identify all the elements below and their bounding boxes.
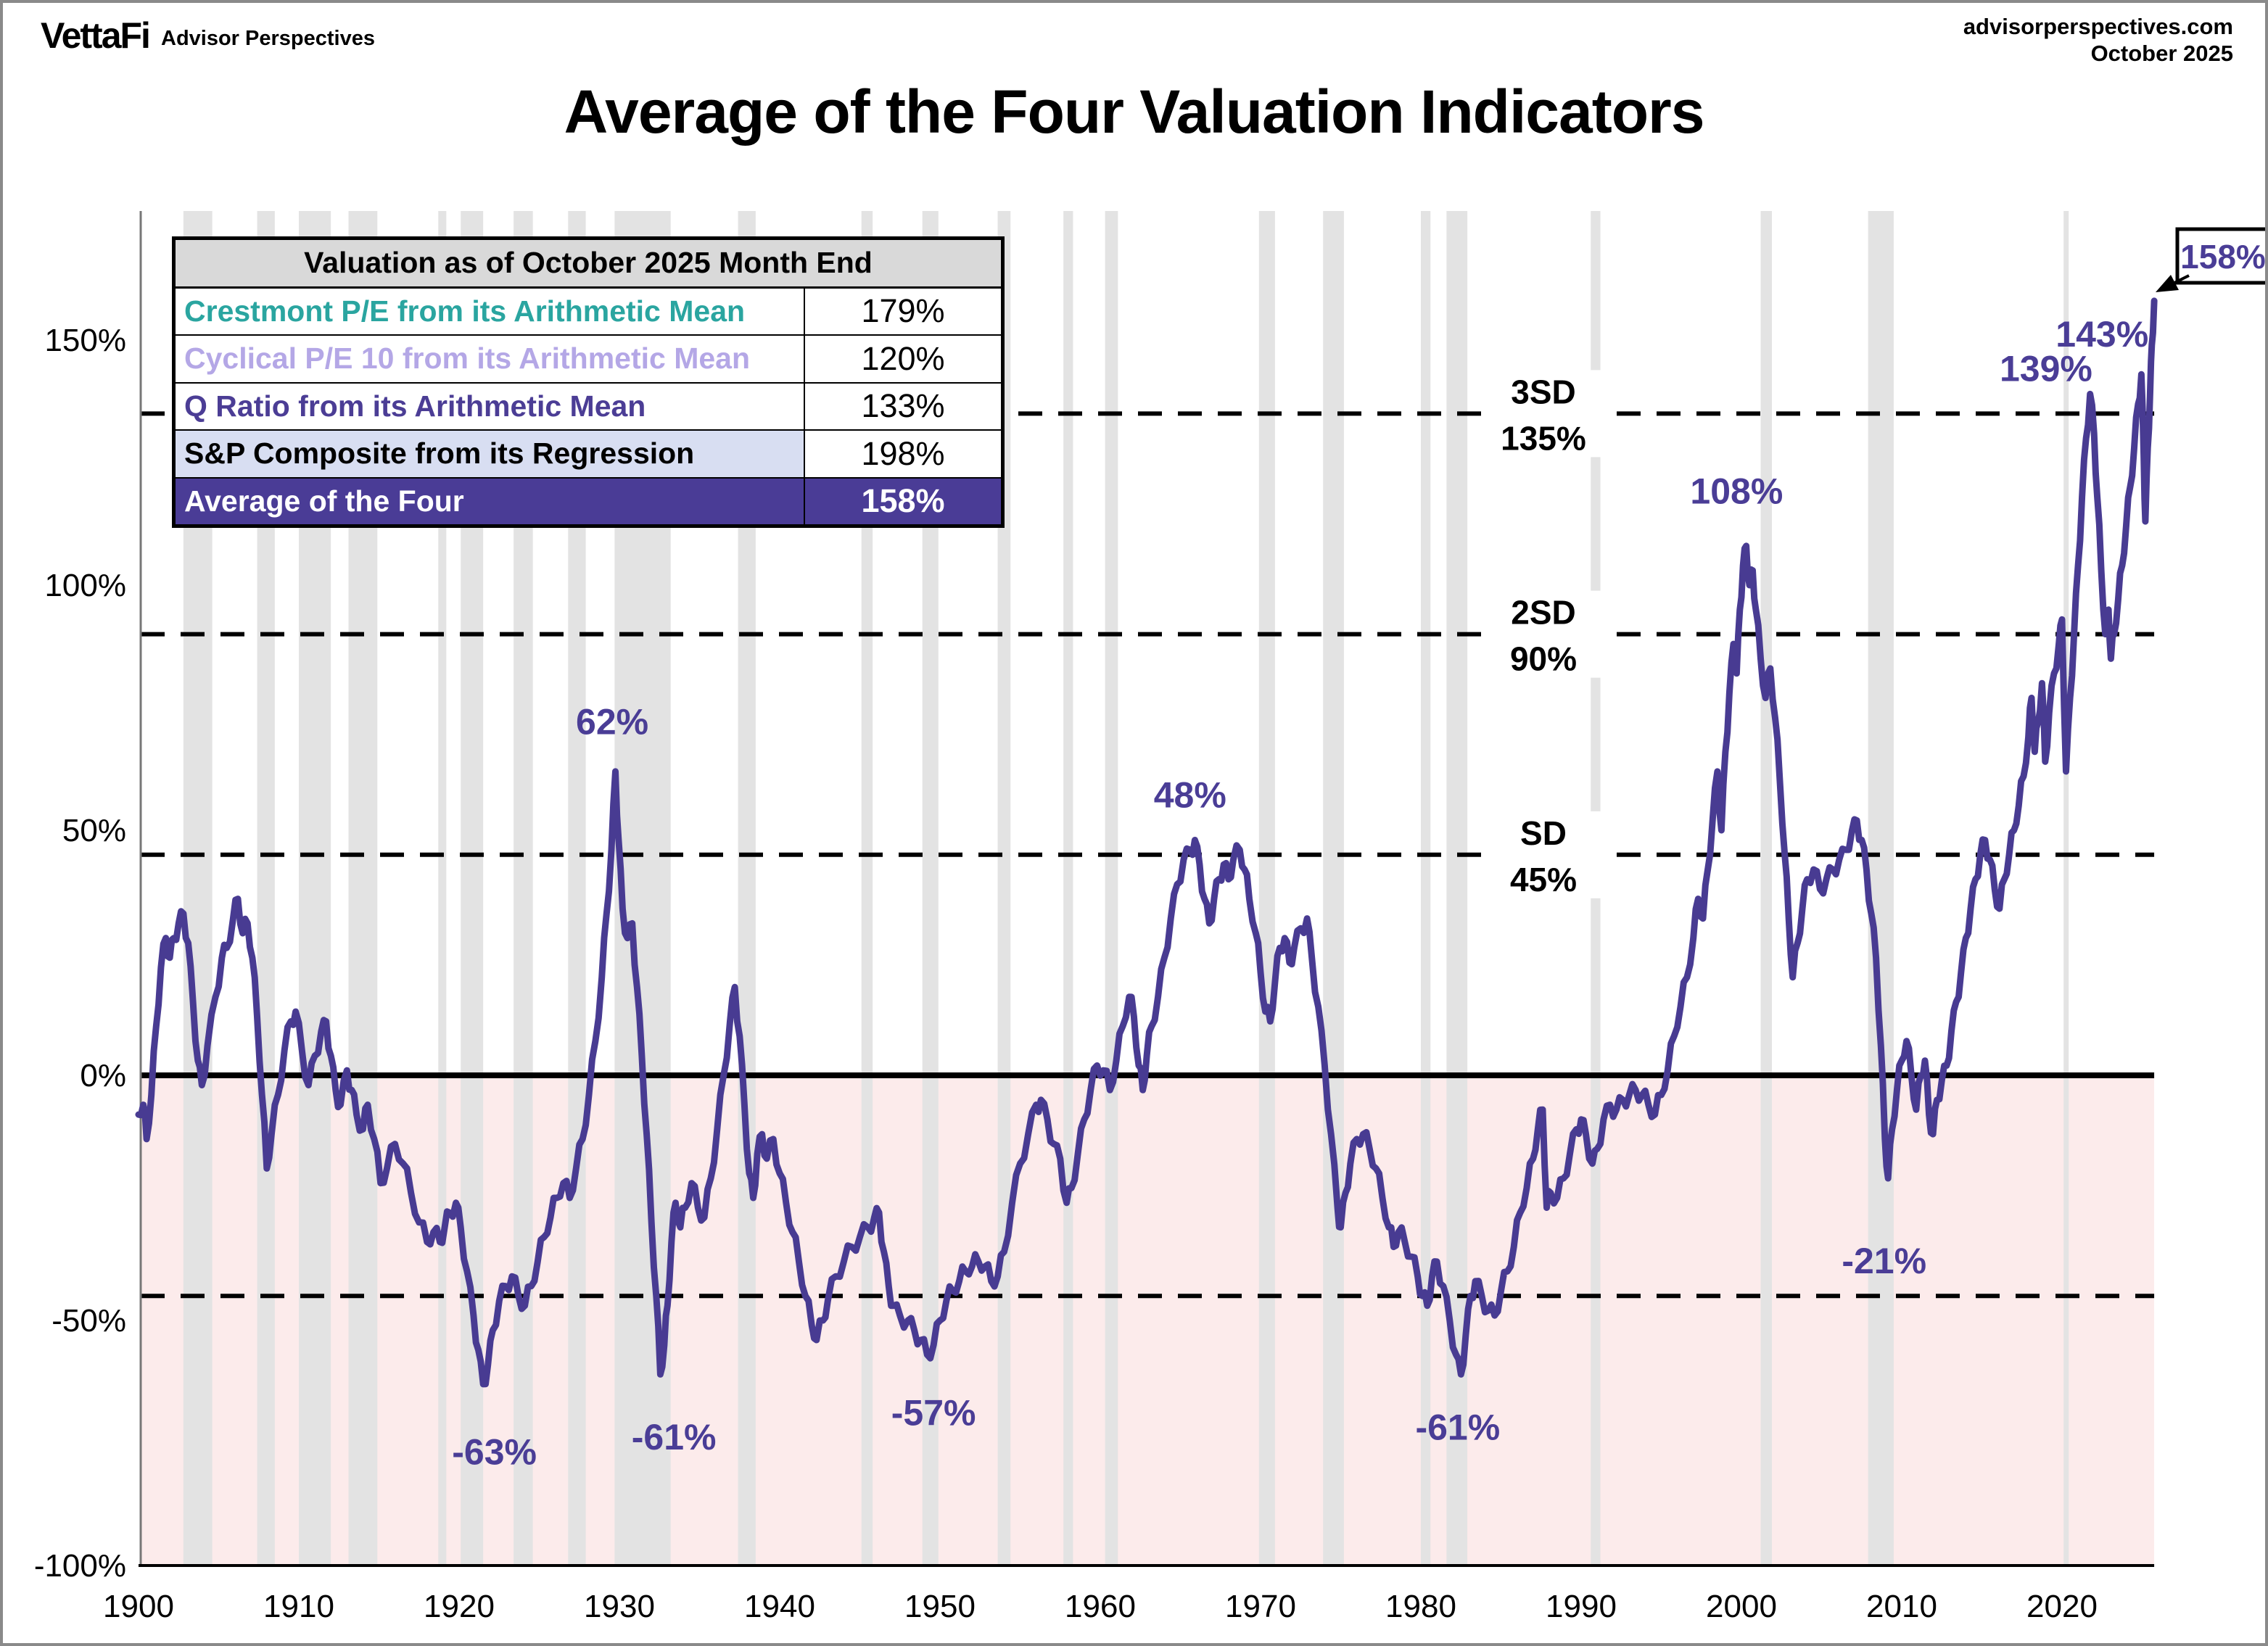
annotation-label: -61% — [1415, 1407, 1500, 1448]
row-value: 120% — [861, 339, 945, 377]
annotation-label: -21% — [1842, 1241, 1926, 1281]
header-source: advisorperspectives.com October 2025 — [1963, 13, 2233, 67]
sd-label: 2SD — [1511, 594, 1575, 632]
y-tick-label: -50% — [51, 1303, 126, 1339]
sd-label-pct: 45% — [1510, 861, 1577, 898]
recession-band — [1760, 211, 1772, 1566]
recession-band — [1105, 211, 1118, 1566]
annotation-label: 62% — [576, 701, 648, 742]
row-value: 133% — [861, 387, 945, 425]
annotation-label: 108% — [1690, 471, 1783, 512]
x-tick-label: 1960 — [1065, 1589, 1136, 1624]
x-tick-label: 2000 — [1706, 1589, 1777, 1624]
source-date: October 2025 — [2090, 41, 2233, 66]
x-tick-label: 1940 — [744, 1589, 815, 1624]
valuation-table: Valuation as of October 2025 Month End C… — [172, 236, 1005, 528]
annotation-label: -57% — [891, 1392, 976, 1433]
sd-label-bg — [1481, 811, 1606, 898]
row-label: S&P Composite from its Regression — [176, 431, 805, 477]
table-row-cyclical: Cyclical P/E 10 from its Arithmetic Mean… — [176, 336, 1001, 384]
row-value: 198% — [861, 434, 945, 472]
x-tick-label: 1950 — [904, 1589, 976, 1624]
x-tick-label: 1990 — [1546, 1589, 1617, 1624]
annotation-label: -63% — [452, 1432, 537, 1473]
x-tick-label: 2020 — [2026, 1589, 2098, 1624]
annotation-label: 139% — [2000, 349, 2092, 389]
row-value: 158% — [805, 478, 1001, 524]
recession-band — [1063, 211, 1073, 1566]
annotation-label: -61% — [632, 1417, 717, 1457]
x-tick-label: 1970 — [1225, 1589, 1296, 1624]
x-tick-label: 1900 — [103, 1589, 174, 1624]
row-label: Average of the Four — [176, 478, 805, 524]
row-label: Crestmont P/E from its Arithmetic Mean — [176, 288, 805, 334]
row-label: Cyclical P/E 10 from its Arithmetic Mean — [176, 336, 805, 382]
row-label: Q Ratio from its Arithmetic Mean — [176, 383, 805, 429]
recession-band — [922, 211, 939, 1566]
callout-arrow-head — [2156, 275, 2179, 292]
recession-band — [1868, 211, 1894, 1566]
annotation-label: 48% — [1154, 775, 1226, 816]
sd-label-bg — [1481, 590, 1606, 678]
table-row-average: Average of the Four 158% — [176, 478, 1001, 524]
recession-band — [1258, 211, 1275, 1566]
recession-band — [2063, 211, 2069, 1566]
y-tick-label: -100% — [34, 1548, 126, 1584]
x-tick-label: 2010 — [1866, 1589, 1937, 1624]
recession-band — [1421, 211, 1431, 1566]
source-url: advisorperspectives.com — [1963, 14, 2233, 39]
table-row-qratio: Q Ratio from its Arithmetic Mean 133% — [176, 383, 1001, 431]
y-tick-label: 150% — [44, 323, 126, 358]
recession-band — [1323, 211, 1344, 1566]
valuation-table-title: Valuation as of October 2025 Month End — [176, 240, 1001, 289]
sd-label-bg — [1481, 370, 1606, 458]
x-tick-label: 1920 — [424, 1589, 495, 1624]
sd-label: SD — [1520, 814, 1567, 852]
chart-line — [135, 297, 2158, 1388]
table-row-crestmont: Crestmont P/E from its Arithmetic Mean 1… — [176, 288, 1001, 336]
logo-subtitle: Advisor Perspectives — [161, 27, 375, 50]
x-tick-label: 1980 — [1385, 1589, 1456, 1624]
sd-label-pct: 90% — [1510, 640, 1577, 678]
y-tick-label: 100% — [44, 568, 126, 603]
recession-band — [438, 211, 447, 1566]
x-tick-label: 1930 — [584, 1589, 655, 1624]
vettafi-logo: VettaFi — [41, 15, 151, 56]
callout-box — [2175, 227, 2265, 285]
y-tick-label: 0% — [80, 1058, 126, 1093]
y-tick-label: 50% — [62, 813, 126, 848]
table-row-sp-composite: S&P Composite from its Regression 198% — [176, 431, 1001, 479]
sd-label-pct: 135% — [1501, 419, 1586, 457]
page-title: Average of the Four Valuation Indicators — [564, 78, 1705, 146]
callout-label: 158% — [2180, 238, 2266, 276]
row-value: 179% — [861, 292, 945, 330]
x-tick-label: 1910 — [263, 1589, 334, 1624]
annotation-label: 143% — [2055, 314, 2148, 355]
sd-label: 3SD — [1511, 373, 1575, 410]
